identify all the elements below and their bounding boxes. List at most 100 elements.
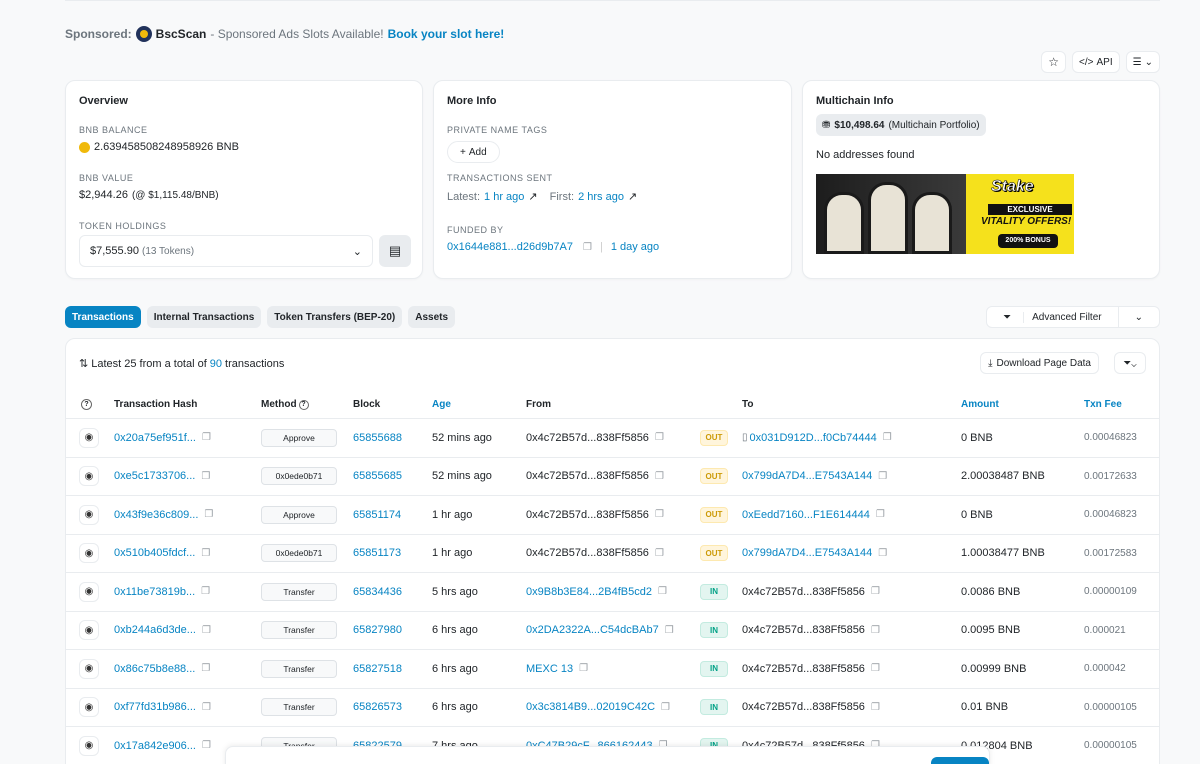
- to-address[interactable]: 0x799dA7D4...E7543A144: [742, 470, 873, 483]
- tab-token-transfers[interactable]: Token Transfers (BEP-20): [267, 306, 403, 328]
- eye-icon[interactable]: ◉: [79, 543, 99, 564]
- block-link[interactable]: 65834436: [353, 585, 402, 598]
- block-link[interactable]: 65826573: [353, 701, 402, 714]
- copy-icon[interactable]: ❐: [878, 547, 888, 559]
- copy-icon[interactable]: ❐: [201, 701, 211, 713]
- to-address[interactable]: 0x031D912D...f0Cb74444: [749, 431, 877, 444]
- copy-icon[interactable]: ❐: [870, 624, 880, 636]
- eye-icon[interactable]: ◉: [79, 658, 99, 679]
- block-link[interactable]: 65851173: [353, 547, 402, 560]
- copy-icon[interactable]: ❐: [654, 432, 664, 444]
- copy-icon[interactable]: ❐: [201, 740, 211, 752]
- fee-cell: 0.00000105: [1084, 701, 1137, 713]
- multichain-portfolio-chip[interactable]: ⛃ $10,498.64 (Multichain Portfolio): [816, 114, 986, 136]
- copy-icon[interactable]: ❐: [201, 470, 211, 482]
- copy-icon[interactable]: ❐: [583, 241, 592, 253]
- token-holdings-dropdown[interactable]: $7,555.90 (13 Tokens) ⌄: [79, 235, 373, 267]
- help-icon[interactable]: ?: [298, 399, 309, 410]
- to-address[interactable]: 0xEedd7160...F1E614444: [742, 508, 870, 521]
- tab-transactions[interactable]: Transactions: [65, 306, 141, 328]
- wallet-icon[interactable]: ▤: [379, 235, 411, 267]
- eye-icon[interactable]: ◉: [79, 620, 99, 641]
- from-address[interactable]: MEXC 13: [526, 662, 574, 675]
- stake-ad-banner[interactable]: Stake EXCLUSIVE VITALITY OFFERS! 200% BO…: [816, 174, 1074, 254]
- eye-icon[interactable]: ◉: [79, 466, 99, 487]
- col-age[interactable]: Age: [432, 399, 451, 410]
- holdings-value: $7,555.90: [90, 245, 139, 257]
- block-link[interactable]: 65851174: [353, 508, 402, 521]
- tx-hash-link[interactable]: 0x11be73819b...: [114, 585, 196, 598]
- copy-icon[interactable]: ❐: [201, 663, 211, 675]
- block-link[interactable]: 65827518: [353, 662, 402, 675]
- code-icon: </>: [1079, 56, 1094, 68]
- chevron-down-icon: ⌄: [1134, 311, 1143, 323]
- column-filter-button[interactable]: ⏷⌄: [1114, 352, 1146, 374]
- advanced-filter-button[interactable]: ⏷ Advanced Filter: [987, 307, 1117, 327]
- tab-assets[interactable]: Assets: [408, 306, 456, 328]
- tx-hash-link[interactable]: 0x510b405fdcf...: [114, 547, 196, 560]
- eye-icon[interactable]: ◉: [79, 581, 99, 602]
- copy-icon[interactable]: ❐: [871, 740, 880, 751]
- favorite-button[interactable]: ☆: [1041, 51, 1067, 73]
- tx-hash-link[interactable]: 0xf77fd31b986...: [114, 701, 196, 714]
- copy-icon[interactable]: ❐: [870, 663, 880, 675]
- latest-link[interactable]: 1 hr ago: [484, 190, 525, 203]
- table-row: ◉ 0xe5c1733706... ❐ 0x0ede0b71 65855685 52 mi…: [66, 458, 1159, 496]
- tx-hash-link[interactable]: 0x43f9e36c809...: [114, 508, 199, 521]
- col-method-label: Method: [261, 399, 297, 410]
- first-link[interactable]: 2 hrs ago: [578, 190, 624, 203]
- balance-text: 2.639458508248958926 BNB: [94, 141, 239, 153]
- popup-button[interactable]: [931, 757, 989, 764]
- eye-icon[interactable]: ◉: [79, 697, 99, 718]
- tx-hash-link[interactable]: 0x20a75ef951f...: [114, 431, 196, 444]
- copy-icon[interactable]: ❐: [882, 432, 892, 444]
- copy-icon[interactable]: ❐: [664, 624, 674, 636]
- copy-icon[interactable]: ❐: [201, 432, 211, 444]
- funded-age-link[interactable]: 1 day ago: [610, 241, 660, 253]
- funded-address-link[interactable]: 0x1644e881...d26d9b7A7: [447, 241, 574, 253]
- to-address[interactable]: 0x799dA7D4...E7543A144: [742, 547, 873, 560]
- copy-icon[interactable]: ❐: [654, 509, 664, 521]
- from-address[interactable]: 0x2DA2322A...C54dcBAb7: [526, 624, 659, 637]
- copy-icon[interactable]: ❐: [201, 586, 211, 598]
- copy-icon[interactable]: ❐: [875, 509, 885, 521]
- eye-icon[interactable]: ◉: [79, 735, 99, 756]
- summary-prefix: Latest 25 from a total of: [91, 357, 207, 370]
- copy-icon[interactable]: ❐: [870, 586, 880, 598]
- add-tag-button[interactable]: + Add: [447, 141, 500, 163]
- block-link[interactable]: 65827980: [353, 624, 402, 637]
- sponsor-cta-link[interactable]: Book your slot here!: [387, 27, 505, 41]
- block-link[interactable]: 65855688: [353, 431, 402, 444]
- summary-total-link[interactable]: 90: [209, 357, 223, 370]
- advanced-filter-dropdown[interactable]: ⌄: [1117, 307, 1159, 327]
- copy-icon[interactable]: ❐: [201, 547, 211, 559]
- from-address[interactable]: 0x9B8b3E84...2B4fB5cd2: [526, 585, 652, 598]
- tx-hash-link[interactable]: 0xb244a6d3de...: [114, 624, 196, 637]
- copy-icon[interactable]: ❐: [579, 663, 589, 675]
- copy-icon[interactable]: ❐: [204, 509, 214, 521]
- copy-icon[interactable]: ❐: [657, 586, 667, 598]
- copy-icon[interactable]: ❐: [878, 470, 888, 482]
- tx-hash-link[interactable]: 0xe5c1733706...: [114, 470, 196, 483]
- api-button[interactable]: </> API: [1072, 51, 1120, 73]
- copy-icon[interactable]: ❐: [201, 624, 211, 636]
- copy-icon[interactable]: ❐: [661, 701, 671, 713]
- copy-icon[interactable]: ❐: [870, 701, 880, 713]
- more-menu-button[interactable]: ☰ ⌄: [1125, 51, 1160, 73]
- from-address[interactable]: 0x3c3814B9...02019C42C: [526, 701, 656, 714]
- copy-icon[interactable]: ❐: [654, 470, 664, 482]
- eye-icon[interactable]: ◉: [79, 504, 99, 525]
- tab-internal-transactions[interactable]: Internal Transactions: [146, 306, 262, 328]
- help-icon[interactable]: ?: [79, 391, 92, 418]
- sponsor-text: - Sponsored Ads Slots Available!: [210, 27, 384, 41]
- copy-icon[interactable]: ❐: [654, 547, 664, 559]
- download-button[interactable]: ⤓ Download Page Data: [980, 352, 1099, 374]
- tx-hash-link[interactable]: 0x17a842e906...: [114, 739, 196, 752]
- col-fee[interactable]: Txn Fee: [1084, 399, 1122, 410]
- copy-icon[interactable]: ❐: [659, 740, 668, 751]
- tx-hash-link[interactable]: 0x86c75b8e88...: [114, 662, 196, 675]
- eye-icon[interactable]: ◉: [79, 427, 99, 448]
- details-eye-cell: ◉: [79, 689, 99, 727]
- col-amount[interactable]: Amount: [961, 399, 999, 410]
- block-link[interactable]: 65855685: [353, 470, 402, 483]
